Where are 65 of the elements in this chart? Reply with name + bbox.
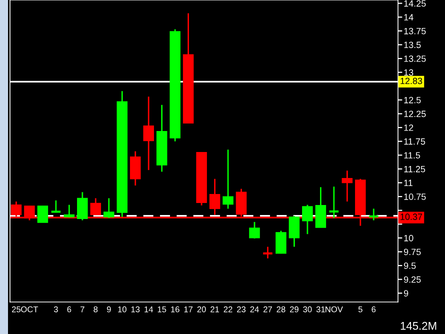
ref-line-label: 10.37 [400, 214, 422, 220]
x-tick-label: 22 [224, 306, 232, 312]
candlestick [37, 205, 48, 224]
x-tick-label: 8 [94, 306, 98, 312]
x-tick-label: 6 [372, 306, 376, 312]
y-tick-label: 10.75 [404, 194, 426, 200]
candlestick [104, 198, 114, 219]
x-tick-label: 23 [237, 306, 246, 312]
x-tick-label: 10 [118, 306, 126, 312]
x-tick-label: 28 [276, 306, 286, 312]
candlestick [249, 221, 260, 240]
y-tick-label: 10 [404, 234, 414, 242]
candlestick [143, 96, 154, 171]
x-tick-label: 21 [210, 306, 220, 312]
candlestick [368, 208, 380, 221]
candlestick [262, 246, 274, 260]
y-tick-label: 13 [404, 69, 414, 76]
y-tick-label: 9.25 [404, 276, 421, 283]
candlestick [342, 170, 353, 202]
candlestick [50, 200, 62, 214]
x-tick-label: 25 [12, 306, 21, 312]
candlestick [130, 150, 141, 186]
candlestick [302, 204, 313, 235]
ref-line-label: 12.83 [400, 78, 422, 84]
y-tick-label: 14.25 [404, 0, 426, 7]
y-tick-label: 14 [404, 14, 414, 20]
y-tick-label: 13.5 [404, 42, 421, 48]
x-tick-label: 3 [54, 306, 58, 312]
y-tick-label: 11.5 [404, 152, 420, 158]
y-tick-label: 11.25 [404, 166, 426, 172]
x-tick-label: 13 [131, 306, 140, 312]
x-tick-label: 7 [80, 306, 84, 312]
y-tick-label: 9.75 [404, 248, 421, 256]
candlestick [288, 215, 300, 248]
x-tick-label: 24 [250, 306, 259, 312]
y-tick-label: 11.75 [404, 138, 426, 145]
y-tick-label: 12.5 [404, 96, 421, 104]
x-tick-label: OCT [21, 306, 38, 312]
candlestick [315, 186, 326, 228]
y-tick-label: 13.25 [404, 55, 426, 62]
y-tick-label: 11 [404, 180, 412, 186]
x-tick-label: 27 [264, 306, 272, 312]
x-tick-label: 17 [184, 306, 193, 312]
x-tick-label: 16 [171, 306, 180, 312]
x-tick-label: NOV [326, 306, 343, 312]
x-tick-label: 15 [158, 306, 166, 312]
y-tick-label: 13.75 [404, 28, 426, 34]
y-tick-label: 12 [404, 124, 414, 131]
x-tick-label: 14 [144, 306, 153, 312]
text: 145.2M [400, 322, 436, 330]
x-tick-label: 9 [106, 306, 111, 312]
y-tick-label: 9.5 [404, 262, 416, 269]
x-tick-label: 20 [197, 306, 206, 312]
candlestick [328, 186, 340, 219]
y-tick-label: 12.25 [404, 110, 426, 118]
candlestick [64, 204, 75, 218]
x-tick-label: 29 [290, 306, 298, 312]
candlestick [276, 230, 286, 254]
candlestick [222, 148, 234, 210]
x-tick-label: 6 [67, 306, 72, 312]
x-tick-label: 31 [316, 306, 325, 312]
x-tick-label: 30 [303, 306, 312, 312]
x-tick-label: 5 [358, 306, 362, 312]
candlestick [77, 191, 88, 221]
y-tick-label: 9 [404, 290, 408, 297]
